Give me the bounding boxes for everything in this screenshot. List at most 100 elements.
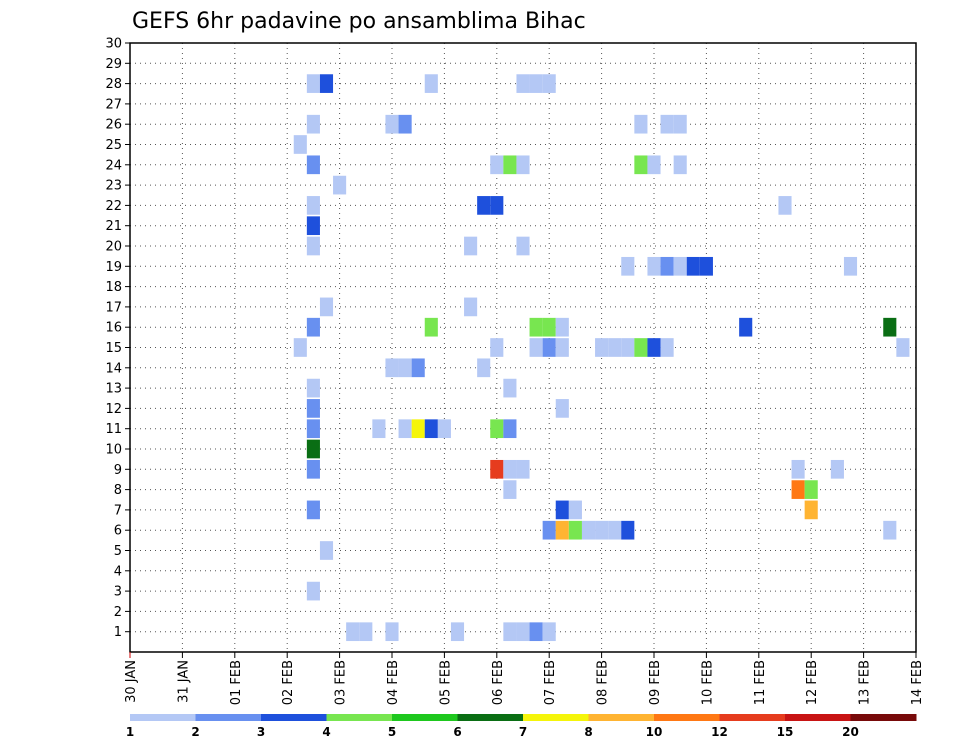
x-tick-label: 12 FEB	[805, 660, 820, 705]
precip-cell	[464, 297, 478, 317]
precip-cell	[595, 338, 609, 357]
precip-cell	[621, 256, 635, 276]
precip-cell	[529, 317, 543, 337]
precip-cell	[372, 419, 386, 439]
y-tick-label: 3	[114, 585, 122, 600]
precip-cell	[542, 74, 556, 93]
x-tick-label: 05 FEB	[438, 660, 453, 705]
x-tick-label: 06 FEB	[491, 660, 506, 705]
precip-cell	[608, 338, 622, 357]
precip-cell	[542, 520, 556, 540]
precip-cell	[804, 500, 818, 520]
colorbar-segment	[326, 714, 393, 721]
precip-cell	[529, 74, 543, 93]
precip-cell	[385, 622, 399, 642]
y-tick-label: 6	[114, 524, 122, 539]
precip-cell	[490, 196, 504, 215]
x-tick-label: 30 JAN	[124, 660, 139, 703]
y-tick-label: 17	[105, 300, 122, 315]
y-tick-label: 1	[114, 625, 122, 640]
x-tick-label: 13 FEB	[858, 660, 873, 705]
x-tick-label: 02 FEB	[281, 660, 296, 705]
y-tick-label: 9	[114, 463, 122, 478]
x-tick-label: 14 FEB	[910, 660, 925, 705]
colorbar-label: 4	[322, 725, 330, 739]
y-tick-label: 20	[105, 240, 122, 255]
precip-cell	[424, 317, 438, 337]
precip-cell	[660, 256, 674, 276]
precip-cell	[516, 236, 530, 256]
precip-cell	[503, 378, 517, 398]
precip-cell	[424, 419, 438, 439]
y-tick-label: 28	[105, 77, 122, 92]
precip-cell	[516, 155, 530, 175]
precip-cell	[843, 256, 858, 276]
y-tick-label: 21	[105, 219, 122, 234]
colorbar-label: 12	[711, 725, 728, 739]
precip-cell	[516, 459, 530, 479]
precip-cell	[319, 297, 334, 317]
y-tick-label: 10	[105, 443, 122, 458]
precip-cell	[647, 256, 661, 276]
precip-cell	[883, 520, 897, 540]
precip-cell	[306, 439, 320, 459]
precip-cell	[830, 459, 844, 479]
precip-cell	[411, 358, 425, 378]
precip-cell	[660, 114, 674, 134]
y-tick-label: 12	[105, 402, 122, 417]
chart-title: GEFS 6hr padavine po ansamblima Bihac	[132, 9, 586, 34]
grid-lines	[130, 42, 916, 652]
precip-cell	[739, 317, 753, 337]
precip-cell	[293, 338, 307, 357]
precip-cell	[346, 622, 360, 642]
precip-cell	[647, 155, 661, 175]
y-tick-label: 15	[105, 341, 122, 356]
precip-cell	[306, 459, 320, 479]
precip-cell	[621, 520, 635, 540]
precip-cell	[490, 459, 504, 479]
precip-cell	[699, 256, 713, 276]
x-tick-label: 09 FEB	[648, 660, 663, 705]
precip-cell	[306, 114, 320, 134]
y-tick-label: 16	[105, 321, 122, 336]
colorbar-label: 5	[388, 725, 396, 739]
precip-cell	[385, 114, 399, 134]
precip-cell	[673, 114, 687, 134]
colorbar-label: 10	[646, 725, 663, 739]
precip-cell	[555, 500, 569, 520]
y-tick-label: 18	[105, 280, 122, 295]
precip-cell	[490, 419, 504, 439]
precip-cell	[529, 622, 543, 642]
precip-cell	[437, 419, 451, 439]
y-axis: 1234567891011121314151617181920212223242…	[105, 37, 130, 640]
precip-cell	[529, 338, 543, 357]
y-tick-label: 22	[105, 199, 122, 214]
colorbar-segment	[850, 714, 917, 721]
y-tick-label: 2	[114, 605, 122, 620]
precip-cell	[542, 622, 556, 642]
precip-cell	[306, 399, 320, 418]
precip-cell	[306, 581, 320, 601]
precip-cell	[503, 622, 517, 642]
precip-cell	[503, 155, 517, 175]
precip-cell	[306, 74, 320, 93]
colorbar-segment	[261, 714, 327, 721]
y-tick-label: 29	[105, 57, 122, 72]
precip-cell	[595, 520, 609, 540]
precip-cell	[359, 622, 373, 642]
colorbar-segment	[392, 714, 458, 721]
precip-cell	[568, 500, 582, 520]
precip-cell	[411, 419, 425, 439]
precip-cell	[306, 236, 320, 256]
data-cells	[293, 74, 910, 642]
precip-cell	[306, 378, 320, 398]
precip-cell	[306, 500, 320, 520]
colorbar-label: 3	[257, 725, 265, 739]
precip-cell	[503, 459, 517, 479]
precip-cell	[896, 338, 910, 357]
colorbar-segment	[588, 714, 655, 721]
precip-cell	[634, 114, 648, 134]
precip-cell	[333, 175, 347, 195]
precip-cell	[306, 155, 320, 175]
colorbar-segment	[523, 714, 589, 721]
